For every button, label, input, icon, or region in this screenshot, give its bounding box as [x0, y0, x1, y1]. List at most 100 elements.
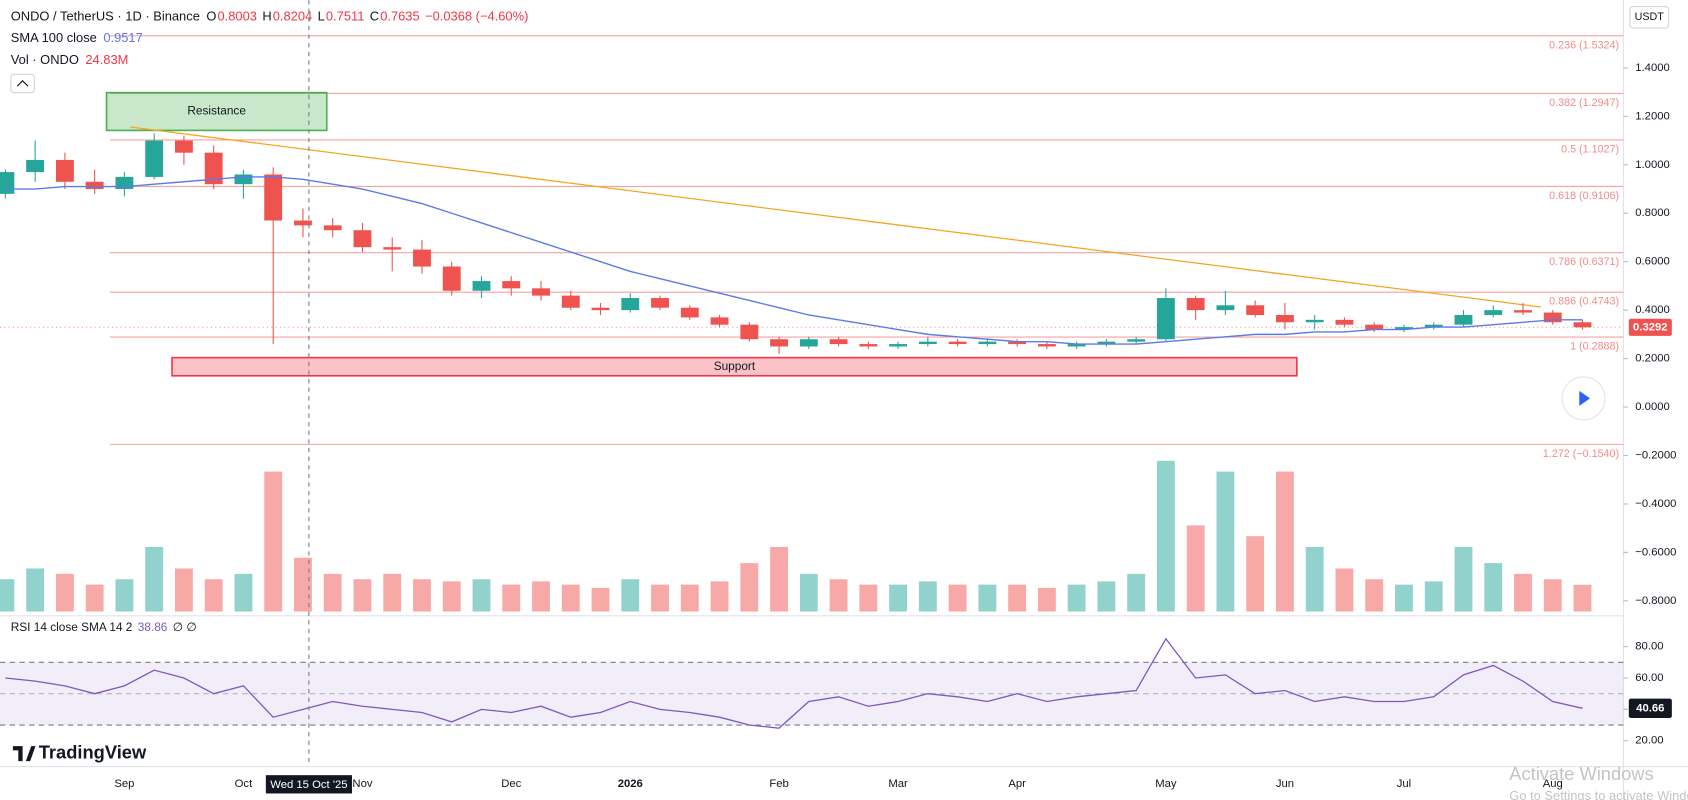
- fib-label: 0.786 (0.6371): [1549, 256, 1619, 268]
- volume-bar: [829, 579, 848, 612]
- x-tick-label: Jun: [1276, 778, 1294, 790]
- x-tick-label: Mar: [888, 778, 908, 790]
- currency-button[interactable]: [1629, 5, 1670, 29]
- volume-bar: [1008, 584, 1027, 612]
- volume-bar: [532, 581, 550, 612]
- volume-bar: [710, 581, 729, 612]
- top-layer: ONDO / TetherUS · 1D · Binance SMA 100 c…: [10, 0, 1688, 800]
- y-tick-label: −0.4000: [1635, 498, 1676, 510]
- candle-body: [740, 324, 759, 340]
- crosshair-label: Wed 15 Oct '25: [270, 779, 347, 791]
- volume-bar: [1127, 573, 1146, 612]
- x-tick-label: Dec: [501, 778, 521, 790]
- volume-bar: [115, 579, 134, 612]
- volume-bar: [502, 584, 521, 612]
- candle-body: [889, 344, 908, 347]
- y-tick-label: 20.00: [1635, 735, 1663, 747]
- volume-bar: [234, 573, 253, 612]
- currency-label: USDT: [1635, 11, 1665, 23]
- y-tick-label: −0.6000: [1635, 546, 1676, 558]
- candle-body: [413, 249, 431, 267]
- candle-body: [383, 247, 402, 250]
- volume-bar: [323, 573, 342, 612]
- rsi-value: 38.86: [138, 620, 168, 634]
- collapse-button[interactable]: [10, 73, 35, 94]
- volume-bar: [1365, 579, 1384, 612]
- candle-body: [1127, 339, 1146, 342]
- rsi-line: [5, 637, 1583, 729]
- rsi-title: RSI 14 close SMA 14 2: [11, 620, 133, 634]
- change-value: −0.0368 (−4.60%): [425, 9, 528, 24]
- volume-bar: [680, 584, 699, 612]
- candle-body: [1067, 344, 1086, 347]
- y-tick-label: 0.0000: [1635, 401, 1670, 413]
- x-tick-label: Apr: [1008, 778, 1026, 790]
- volume-bar: [294, 557, 312, 612]
- candle-body: [1424, 324, 1443, 328]
- symbol-title: ONDO / TetherUS · 1D · Binance: [11, 9, 200, 24]
- y-tick-label: 0.6000: [1635, 256, 1670, 268]
- y-tick-label: 1.0000: [1635, 159, 1670, 171]
- y-tick-label: 0.4000: [1635, 304, 1670, 316]
- fib-label: 0.886 (0.4743): [1549, 296, 1619, 308]
- candle-body: [234, 174, 253, 185]
- candle-body: [145, 140, 164, 177]
- volume-bar: [413, 579, 431, 612]
- fib-label: 1 (0.2888): [1570, 341, 1619, 353]
- play-icon: [1579, 390, 1591, 406]
- candle-body: [859, 344, 878, 347]
- ohlc-key: L: [318, 9, 325, 24]
- watermark-sub: Go to Settings to activate Windows.: [1509, 788, 1688, 800]
- fib-label: 0.236 (1.5324): [1549, 39, 1619, 51]
- sma-value: 0.9517: [103, 30, 142, 45]
- volume-bar: [472, 579, 491, 612]
- watermark-title: Activate Windows: [1509, 763, 1653, 784]
- logo-mark: [12, 746, 36, 762]
- candle-body: [1276, 314, 1294, 323]
- volume-bar: [651, 584, 669, 612]
- volume-bar: [264, 471, 283, 612]
- rsi-badge: [1628, 698, 1672, 719]
- candle-body: [1305, 319, 1324, 323]
- fib-label: 0.5 (1.1027): [1561, 143, 1619, 155]
- x-tick-label: Nov: [352, 778, 372, 790]
- candle-body: [204, 152, 223, 185]
- volume-bar: [1246, 536, 1265, 612]
- y-tick-label: −0.2000: [1635, 449, 1676, 461]
- volume-bar: [859, 584, 878, 612]
- collapse-icon: [16, 80, 29, 87]
- candle-body: [85, 181, 104, 190]
- candle-body: [1246, 305, 1265, 315]
- volume-bar: [174, 568, 193, 612]
- candle-body: [1365, 324, 1384, 330]
- zone: [105, 91, 328, 132]
- candle-body: [710, 317, 729, 325]
- x-tick-label: Jul: [1397, 778, 1411, 790]
- candle-body: [264, 174, 283, 221]
- ohlc-key: C: [370, 9, 379, 24]
- candle-body: [502, 281, 521, 289]
- volume-bar: [740, 563, 759, 612]
- sma-line: [5, 176, 1583, 345]
- volume-bar: [770, 546, 788, 612]
- volume-bar: [1514, 573, 1532, 612]
- volume-bar: [621, 579, 640, 612]
- crosshair-badge: [265, 775, 352, 794]
- candle-body: [1543, 312, 1562, 323]
- volume-bar: [1067, 584, 1086, 612]
- fib-label: 0.382 (1.2947): [1549, 97, 1619, 109]
- candle-body: [1097, 341, 1116, 345]
- candle-body: [0, 172, 15, 194]
- candle-body: [799, 339, 818, 347]
- volume-bar: [889, 584, 908, 612]
- volume-bar: [145, 546, 164, 612]
- candle-body: [174, 140, 193, 153]
- volume-bar: [1216, 471, 1235, 612]
- x-tick-label: May: [1155, 778, 1177, 790]
- candle-body: [1514, 310, 1532, 313]
- candle-body: [770, 339, 788, 347]
- volume-bar: [442, 581, 461, 612]
- candle-body: [621, 298, 640, 311]
- volume-bar: [204, 579, 223, 612]
